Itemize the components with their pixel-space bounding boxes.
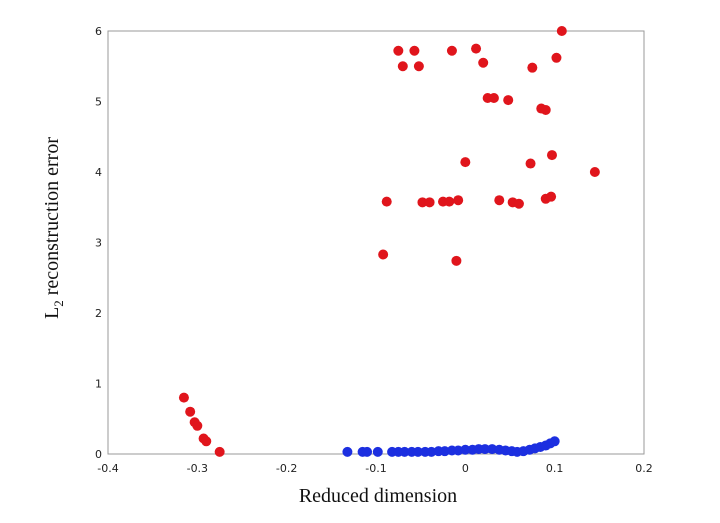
red-data-point — [527, 62, 538, 73]
blue-data-point — [362, 446, 373, 457]
x-tick-label: -0.4 — [97, 462, 118, 475]
red-data-point — [540, 104, 551, 115]
red-data-point — [525, 158, 536, 169]
red-data-point — [393, 45, 404, 56]
red-data-point — [546, 150, 557, 161]
y-tick-label: 5 — [95, 96, 102, 109]
red-data-point — [494, 195, 505, 206]
red-data-point — [503, 95, 514, 106]
red-data-point — [471, 43, 482, 54]
y-axis-label: L2 reconstruction error — [41, 137, 66, 319]
red-data-point — [413, 61, 424, 72]
red-data-point — [488, 92, 499, 103]
y-tick-label: 2 — [95, 307, 102, 320]
y-tick-label: 0 — [95, 448, 102, 461]
red-data-point — [397, 61, 408, 72]
y-tick-label: 1 — [95, 378, 102, 391]
red-data-point — [546, 191, 557, 202]
plot-frame — [107, 30, 645, 455]
red-data-point — [192, 420, 203, 431]
x-axis-label: Reduced dimension — [299, 485, 457, 507]
red-data-point — [214, 446, 225, 457]
y-tick-label: 6 — [95, 25, 102, 38]
y-axis-label-subscript: 2 — [51, 300, 66, 307]
y-tick-label: 4 — [95, 166, 102, 179]
red-data-point — [417, 197, 428, 208]
red-data-point — [185, 406, 196, 417]
blue-data-point — [479, 444, 490, 455]
red-data-point — [451, 255, 462, 266]
red-data-point — [378, 249, 389, 260]
red-data-point — [453, 195, 464, 206]
red-data-point — [424, 197, 435, 208]
red-data-point — [381, 196, 392, 207]
x-axis-ticks: -0.4 -0.3 -0.2 -0.1 0 0.1 0.2 — [97, 462, 652, 475]
x-tick-label: -0.2 — [276, 462, 297, 475]
red-data-point — [201, 436, 212, 447]
x-tick-label: -0.3 — [187, 462, 208, 475]
red-data-point — [551, 52, 562, 63]
blue-data-point — [399, 446, 410, 457]
blue-data-point — [549, 436, 560, 447]
y-axis-ticks: 0 1 2 3 4 5 6 — [95, 25, 102, 461]
x-tick-label: 0.1 — [546, 462, 564, 475]
y-axis-label-main: L — [41, 307, 63, 319]
blue-data-point — [412, 446, 423, 457]
x-tick-label: -0.1 — [365, 462, 386, 475]
data-points — [178, 26, 600, 457]
x-tick-label: 0 — [462, 462, 469, 475]
red-data-point — [444, 196, 455, 207]
red-data-point — [556, 26, 567, 36]
red-data-point — [409, 45, 420, 56]
red-data-point — [589, 167, 600, 177]
blue-data-point — [372, 446, 383, 457]
blue-data-point — [342, 446, 353, 457]
y-tick-label: 3 — [95, 237, 102, 250]
red-data-point — [460, 157, 471, 168]
red-data-point — [478, 57, 489, 68]
red-data-point — [446, 45, 457, 56]
y-axis-label-rest: reconstruction error — [41, 137, 63, 301]
red-data-point — [513, 198, 524, 209]
blue-data-point — [460, 444, 471, 455]
x-tick-label: 0.2 — [635, 462, 653, 475]
red-data-point — [178, 392, 189, 403]
